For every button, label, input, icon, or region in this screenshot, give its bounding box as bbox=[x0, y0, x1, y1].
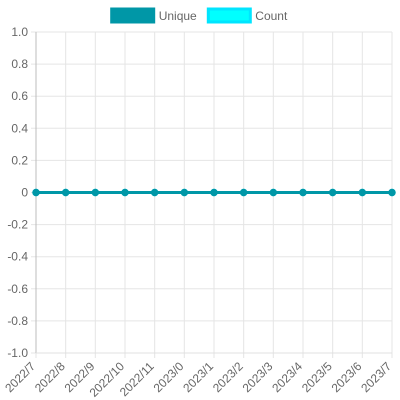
series bbox=[32, 188, 396, 197]
x-tick-label: 2023/0 bbox=[151, 359, 187, 395]
data-point[interactable] bbox=[299, 188, 307, 197]
data-point[interactable] bbox=[91, 188, 100, 197]
x-tick-label: 2022/7 bbox=[2, 359, 38, 395]
y-tick-label: -0.8 bbox=[7, 314, 28, 328]
x-tick-label: 2023/2 bbox=[210, 359, 246, 395]
legend-label: Count bbox=[255, 9, 288, 23]
x-tick-label: 2023/6 bbox=[329, 359, 365, 395]
x-tick-label: 2023/4 bbox=[269, 359, 305, 395]
legend-item-count[interactable]: Count bbox=[206, 7, 288, 24]
x-tick-label: 2023/7 bbox=[358, 359, 394, 395]
data-point[interactable] bbox=[121, 188, 129, 197]
legend-item-unique[interactable]: Unique bbox=[110, 7, 197, 24]
x-tick-label: 2023/3 bbox=[240, 359, 276, 395]
data-point[interactable] bbox=[388, 188, 396, 197]
x-tick-label: 2023/5 bbox=[299, 359, 335, 395]
data-point[interactable] bbox=[269, 188, 278, 197]
data-point[interactable] bbox=[32, 188, 40, 197]
series-unique bbox=[32, 188, 396, 197]
data-point[interactable] bbox=[180, 188, 189, 197]
data-point[interactable] bbox=[239, 188, 248, 197]
data-point[interactable] bbox=[358, 188, 367, 197]
y-tick-label: -1.0 bbox=[7, 346, 28, 360]
legend-label: Unique bbox=[159, 9, 197, 23]
x-tick-labels: 2022/72022/82022/92022/102022/112023/020… bbox=[2, 359, 394, 400]
y-tick-labels: 1.0 0.8 0.6 0.4 0.2 0 -0.2 -0.4 -0.6 -0.8 -1.0 bbox=[7, 25, 28, 360]
y-tick-label: 0.2 bbox=[11, 153, 28, 167]
y-tick-label: -0.4 bbox=[7, 250, 28, 264]
x-tick-label: 2023/1 bbox=[180, 359, 216, 395]
y-tick-label: 0.4 bbox=[11, 121, 28, 135]
x-tick-label: 2022/8 bbox=[32, 359, 68, 395]
data-point[interactable] bbox=[61, 188, 70, 197]
y-tick-label: 1.0 bbox=[11, 25, 28, 39]
y-tick-label: 0 bbox=[21, 186, 28, 200]
legend-swatch bbox=[206, 7, 252, 24]
data-point[interactable] bbox=[210, 188, 218, 197]
data-point[interactable] bbox=[150, 188, 159, 197]
legend: Unique Count bbox=[110, 7, 288, 24]
y-tick-label: 0.8 bbox=[11, 57, 28, 71]
y-tick-label: -0.6 bbox=[7, 282, 28, 296]
legend-swatch bbox=[110, 7, 156, 24]
y-tick-label: -0.2 bbox=[7, 218, 28, 232]
data-point[interactable] bbox=[328, 188, 337, 197]
y-tick-label: 0.6 bbox=[11, 89, 28, 103]
